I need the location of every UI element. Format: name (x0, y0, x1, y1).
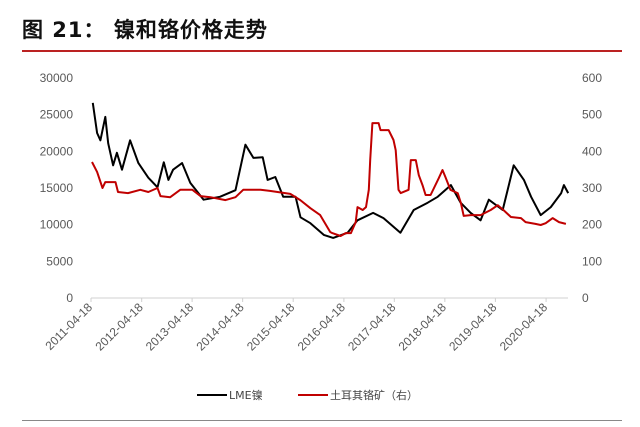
y-tick-label: 5000 (46, 254, 73, 268)
y2-tick-label: 600 (582, 71, 602, 85)
bottom-rule (22, 420, 622, 421)
series-line-chrome-ore (91, 122, 567, 237)
y-tick-label: 25000 (40, 108, 74, 122)
x-tick-label: 2018-04-18 (396, 300, 450, 354)
x-tick-label: 2015-04-18 (244, 300, 298, 354)
legend-label: 土耳其铬矿（右） (330, 388, 418, 402)
y-tick-label: 10000 (40, 218, 74, 232)
x-tick-label: 2012-04-18 (93, 300, 147, 354)
x-tick-label: 2019-04-18 (446, 300, 500, 354)
x-tick-label: 2011-04-18 (42, 300, 95, 353)
y2-tick-label: 400 (582, 144, 602, 158)
title-underline (22, 50, 622, 52)
y-tick-label: 15000 (40, 181, 74, 195)
legend-label: LME镍 (229, 388, 263, 402)
series-line-lme-nickel (91, 102, 570, 239)
x-tick-label: 2020-04-18 (497, 300, 551, 354)
y2-tick-label: 500 (582, 108, 602, 122)
y-tick-label: 20000 (40, 144, 74, 158)
figure-title: 图 21： 镍和铬价格走势 (22, 18, 268, 42)
y2-tick-label: 0 (582, 291, 589, 305)
y2-tick-label: 300 (582, 181, 602, 195)
y2-tick-label: 200 (582, 218, 602, 232)
y-tick-label: 30000 (40, 71, 74, 85)
x-tick-label: 2016-04-18 (295, 300, 349, 354)
y-tick-label: 0 (66, 291, 73, 305)
x-tick-label: 2017-04-18 (345, 300, 399, 354)
x-tick-label: 2013-04-18 (143, 300, 197, 354)
x-tick-label: 2014-04-18 (193, 300, 247, 354)
y2-tick-label: 100 (582, 254, 602, 268)
